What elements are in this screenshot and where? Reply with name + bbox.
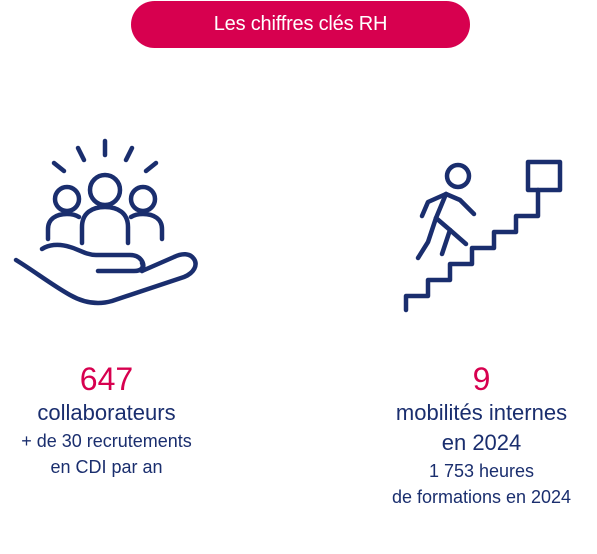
- section-title-badge: Les chiffres clés RH: [131, 1, 470, 48]
- stat-label: mobilités internes: [395, 400, 568, 425]
- stat-label: en 2024: [441, 430, 522, 455]
- stat-employees: 647 collaborateurs + de 30 recrutements …: [0, 360, 213, 480]
- stat-sub-line: 1 753 heures: [428, 461, 535, 481]
- stat-mobility: 9 mobilités internes en 2024 1 753 heure…: [366, 360, 597, 510]
- section-title: Les chiffres clés RH: [213, 13, 388, 35]
- stairs-climber-icon: [403, 159, 563, 313]
- stat-sub-line: + de 30 recrutements: [21, 431, 192, 451]
- stat-label: collaborateurs: [37, 400, 176, 425]
- people-in-hand-icon: [13, 138, 198, 306]
- stat-sub-line: de formations en 2024: [391, 487, 572, 507]
- stat-number: 647: [79, 361, 134, 397]
- stat-number: 9: [472, 361, 491, 397]
- stat-sub-line: en CDI par an: [50, 457, 163, 477]
